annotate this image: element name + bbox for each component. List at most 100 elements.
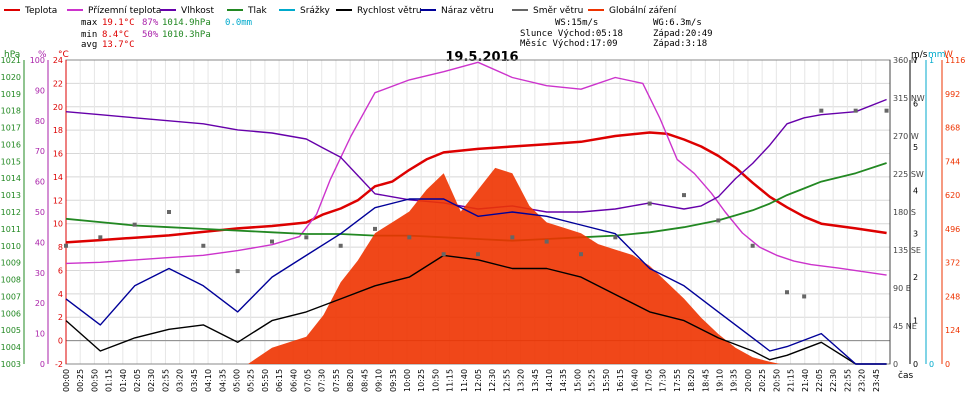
- x-tick-18: 07:30: [318, 369, 327, 392]
- axis-temp-tick-11: 20: [53, 103, 63, 112]
- dir-point-8: [338, 243, 343, 248]
- info-wg: WG:6.3m/s: [653, 18, 702, 28]
- x-tick-13: 05:25: [247, 369, 256, 392]
- axis-rain-tick-1: 1: [929, 56, 934, 65]
- x-tick-19: 07:55: [332, 369, 341, 392]
- dir-point-0: [64, 243, 68, 248]
- axis-press-tick-14: 1017: [1, 124, 21, 133]
- info-moon: Měsíc Východ:17:09: [520, 39, 618, 49]
- dir-point-4: [201, 243, 206, 248]
- axis-hum-tick-6: 60: [35, 178, 45, 187]
- axis-wind-tick-7: 7: [913, 56, 918, 65]
- axis-dir-tick-7: 315 NW: [893, 94, 925, 103]
- legend: Teplota Přízemní teplota Vlhkost Tlak Srážky…: [4, 6, 677, 16]
- x-tick-42: 17:30: [659, 369, 668, 392]
- chart-title: 19.5.2016: [445, 50, 518, 65]
- x-tick-29: 12:05: [474, 369, 483, 392]
- axis-temp-tick-6: 10: [53, 220, 63, 229]
- legend-label-8: Globální záření: [609, 6, 677, 16]
- x-tick-41: 17:05: [644, 369, 653, 392]
- dir-point-13: [510, 235, 515, 240]
- axis-hum-tick-3: 30: [35, 269, 45, 278]
- axis-rad-tick-0: 0: [945, 360, 950, 369]
- dir-point-17: [647, 201, 652, 206]
- legend-label-4: Srážky: [300, 6, 331, 16]
- x-tick-9: 03:45: [190, 369, 199, 392]
- x-tick-2: 00:50: [90, 369, 99, 392]
- axis-press-tick-15: 1018: [1, 107, 21, 116]
- unit-rad: W: [944, 50, 953, 60]
- axis-press-tick-4: 1007: [1, 292, 21, 301]
- stats-max-label: max: [81, 18, 98, 28]
- axis-hum-tick-5: 50: [35, 208, 45, 217]
- x-tick-8: 03:20: [176, 369, 185, 392]
- axis-hum-tick-10: 100: [30, 56, 45, 65]
- axis-press-tick-12: 1015: [1, 157, 21, 166]
- axis-press-tick-6: 1009: [1, 259, 21, 268]
- axis-wind-tick-2: 2: [913, 273, 918, 282]
- legend-label-2: Vlhkost: [181, 6, 214, 16]
- dir-point-25: [884, 108, 889, 113]
- x-tick-6: 02:30: [147, 369, 156, 392]
- info-sun: Slunce Východ:05:18: [520, 29, 623, 39]
- axis-press-tick-1: 1004: [1, 343, 21, 352]
- x-tick-3: 01:15: [105, 369, 114, 392]
- x-tick-32: 13:20: [517, 369, 526, 392]
- x-tick-44: 18:20: [687, 369, 696, 392]
- x-tick-28: 11:40: [460, 369, 469, 392]
- legend-label-1: Přízemní teplota: [88, 6, 161, 16]
- x-tick-17: 07:05: [304, 369, 313, 392]
- axis-rain-tick-0: 0: [929, 360, 934, 369]
- x-tick-20: 08:20: [346, 369, 355, 392]
- axis-press-tick-13: 1016: [1, 140, 21, 149]
- axis-temp-tick-3: 4: [58, 290, 63, 299]
- x-tick-53: 22:05: [815, 369, 824, 392]
- axis-rad-tick-8: 992: [945, 90, 960, 99]
- dir-point-7: [304, 235, 309, 240]
- axis-temp-tick-2: 2: [58, 313, 63, 322]
- axis-press-tick-17: 1020: [1, 73, 21, 82]
- x-tick-4: 01:40: [119, 369, 128, 392]
- stats-max-temp: 19.1°C: [102, 18, 135, 28]
- axis-press-tick-8: 1011: [1, 225, 21, 234]
- axis-hum-tick-9: 90: [35, 86, 45, 95]
- dir-point-6: [270, 239, 274, 244]
- axis-temp-tick-9: 16: [53, 150, 63, 159]
- axis-hum-tick-8: 80: [35, 117, 45, 126]
- series-6: [65, 198, 887, 365]
- axis-press-tick-5: 1008: [1, 276, 21, 285]
- stats-avg-temp: 13.7°C: [102, 40, 135, 50]
- axis-rad-tick-7: 868: [945, 124, 960, 133]
- x-tick-55: 22:55: [843, 369, 852, 392]
- stats-max-rain: 0.0mm: [225, 18, 252, 28]
- x-tick-43: 17:55: [673, 369, 682, 392]
- stats-min-hum: 50%: [142, 30, 159, 40]
- axis-dir-tick-0: 0: [893, 360, 898, 369]
- dir-point-14: [544, 239, 549, 244]
- x-tick-7: 02:55: [161, 369, 170, 392]
- unit-rain: mm: [928, 50, 946, 60]
- axis-rad-tick-4: 496: [945, 225, 960, 234]
- axis-rad-tick-1: 124: [945, 326, 960, 335]
- x-tick-46: 19:10: [716, 369, 725, 392]
- axis-press-tick-2: 1005: [1, 326, 21, 335]
- axis-rad-tick-6: 744: [945, 157, 960, 166]
- stats-min-press: 1010.3hPa: [162, 30, 211, 40]
- x-axis: 00:00 00:25 00:50 01:15 01:40 02:05 02:30 02:55…: [62, 369, 881, 392]
- x-tick-36: 15:00: [573, 369, 582, 392]
- axis-hum-tick-4: 40: [35, 238, 45, 247]
- x-tick-12: 05:00: [232, 369, 241, 392]
- axis-temp-tick-8: 14: [53, 173, 63, 182]
- x-tick-22: 09:10: [375, 369, 384, 392]
- x-tick-24: 10:00: [403, 369, 412, 392]
- x-tick-15: 06:15: [275, 369, 284, 392]
- axis-hum-tick-1: 10: [35, 330, 45, 339]
- axis-dir-tick-3: 135 SE: [893, 246, 921, 255]
- dir-point-12: [476, 252, 480, 257]
- x-tick-11: 04:35: [218, 369, 227, 392]
- stats-max-press: 1014.9hPa: [162, 18, 211, 28]
- x-tick-14: 05:50: [261, 369, 270, 392]
- axis-press-tick-9: 1012: [1, 208, 21, 217]
- x-tick-45: 18:45: [701, 369, 710, 392]
- axis-dir-tick-5: 225 SW: [893, 170, 924, 179]
